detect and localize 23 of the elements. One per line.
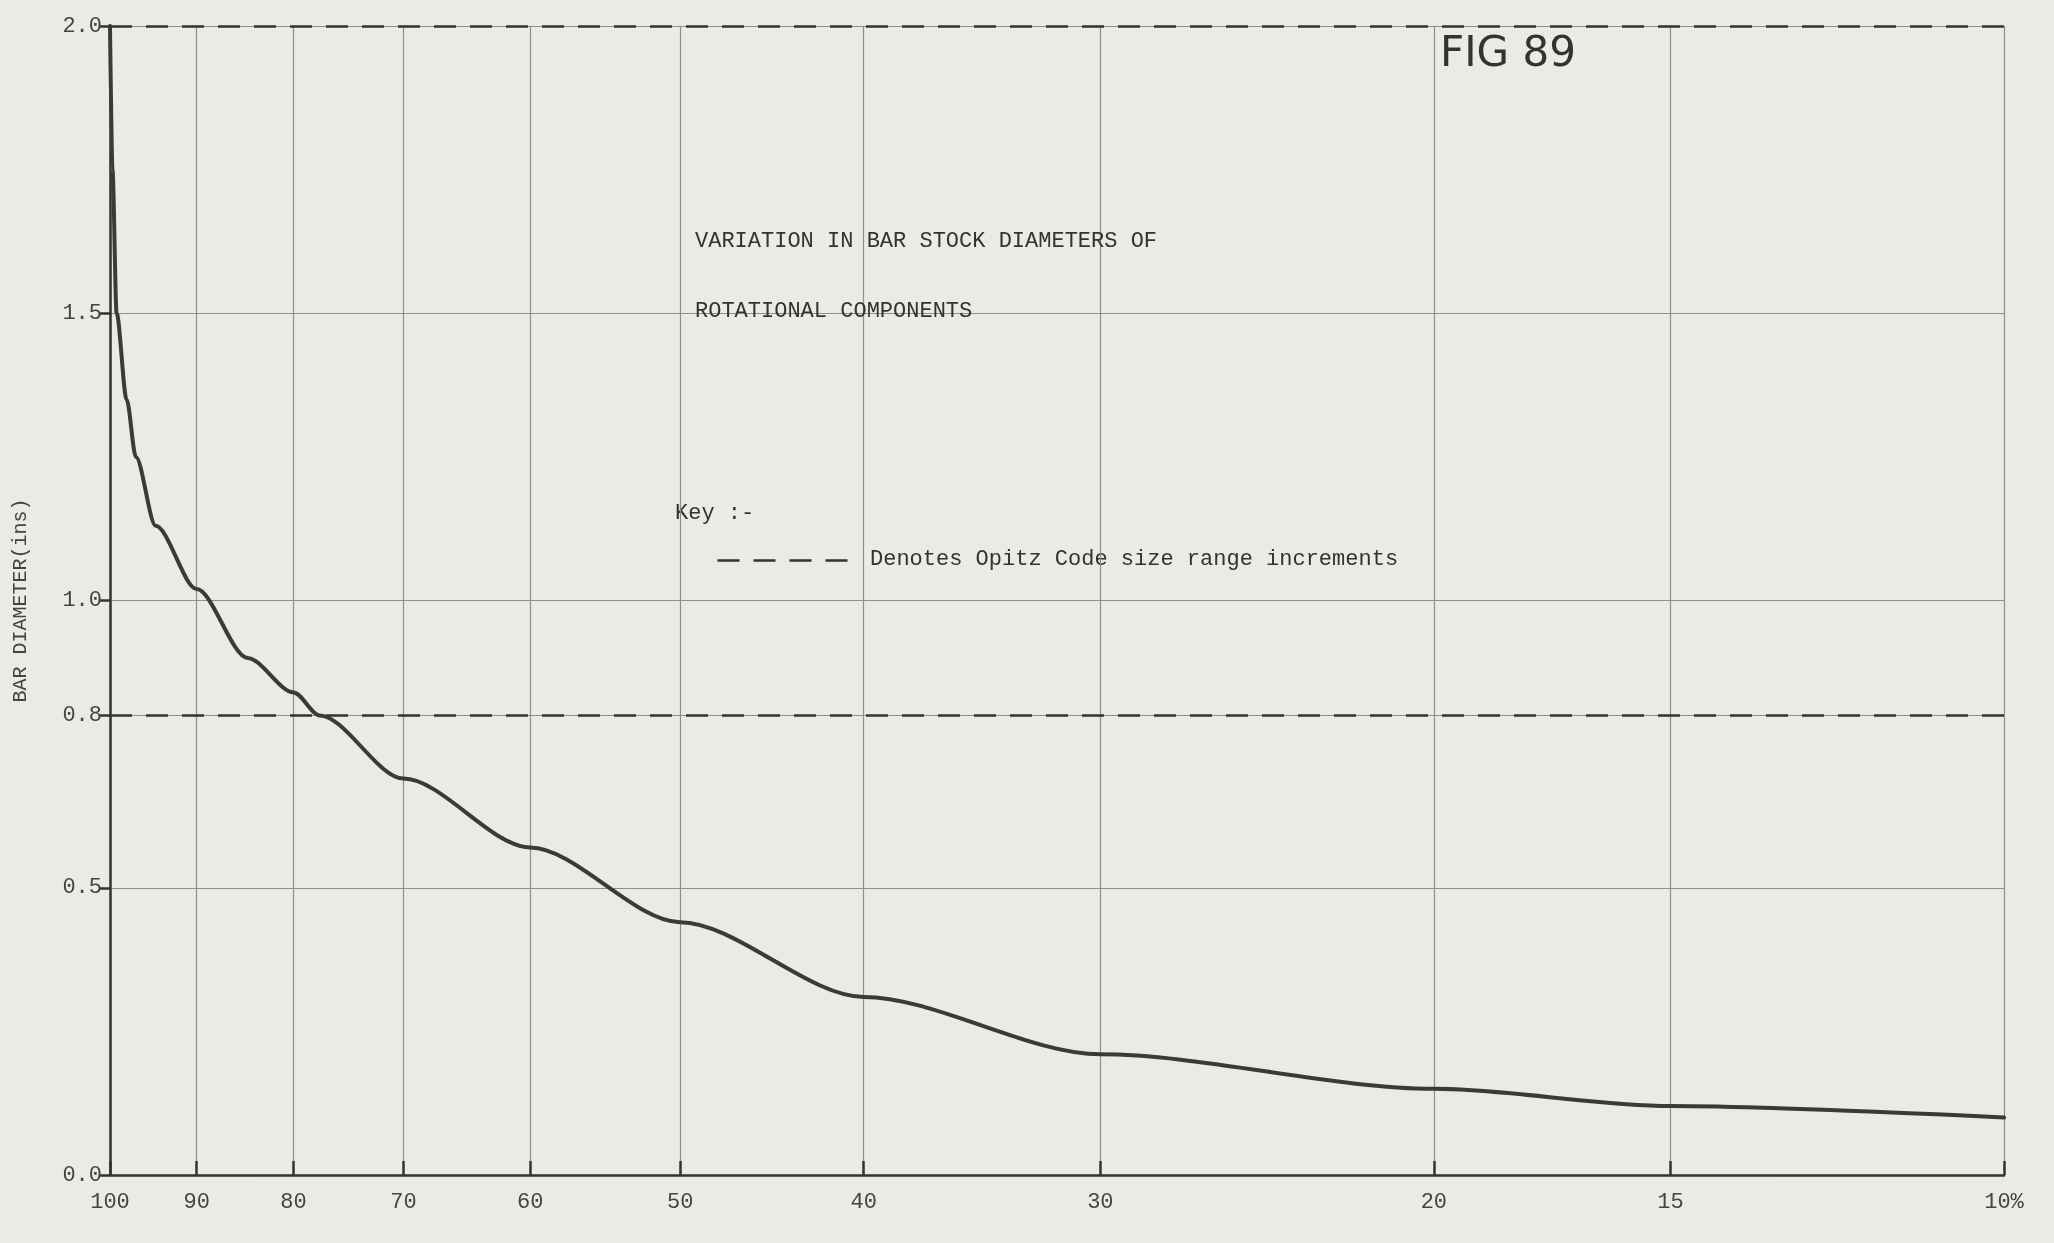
- y-tick-label: 0.8: [62, 702, 102, 728]
- text: ROTATIONAL COMPONENTS: [695, 298, 973, 324]
- x-tick-label: 50: [666, 1189, 694, 1215]
- x-tick-label: 60: [516, 1189, 544, 1215]
- x-tick-label: 90: [183, 1189, 210, 1215]
- text: VARIATION IN BAR STOCK DIAMETERS OF: [695, 228, 1158, 254]
- annotation: Denotes Opitz Code size range increments: [870, 546, 1399, 572]
- x-tick-label: 70: [390, 1189, 417, 1215]
- y-axis-title: BAR DIAMETER(ins): [8, 498, 32, 703]
- y-tick-label: 2.0: [62, 13, 102, 39]
- annotation: FIG 89: [1440, 26, 1576, 76]
- y-tick-label: 0.0: [62, 1162, 102, 1188]
- x-tick-label: 40: [850, 1189, 877, 1215]
- x-tick-label: 80: [280, 1189, 307, 1215]
- x-tick-label: 10%: [1984, 1189, 2025, 1215]
- x-tick-label: 30: [1087, 1189, 1114, 1215]
- x-tick-label: 100: [90, 1189, 130, 1215]
- x-tick-label: 20: [1420, 1189, 1448, 1215]
- annotation: Key :-: [675, 500, 755, 526]
- y-tick-label: 1.5: [62, 300, 102, 326]
- y-tick-label: 0.5: [62, 875, 102, 901]
- y-tick-label: 1.0: [62, 588, 102, 613]
- x-tick-label: 15: [1657, 1189, 1684, 1215]
